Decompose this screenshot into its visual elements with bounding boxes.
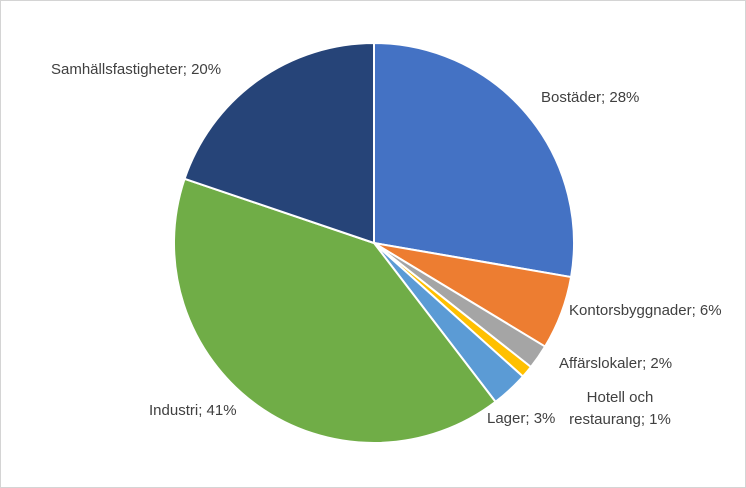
pie-slice-samhallsfastigheter [183, 42, 375, 244]
pie-slice-industri [173, 177, 497, 444]
pie-slice-bostader [373, 42, 575, 279]
